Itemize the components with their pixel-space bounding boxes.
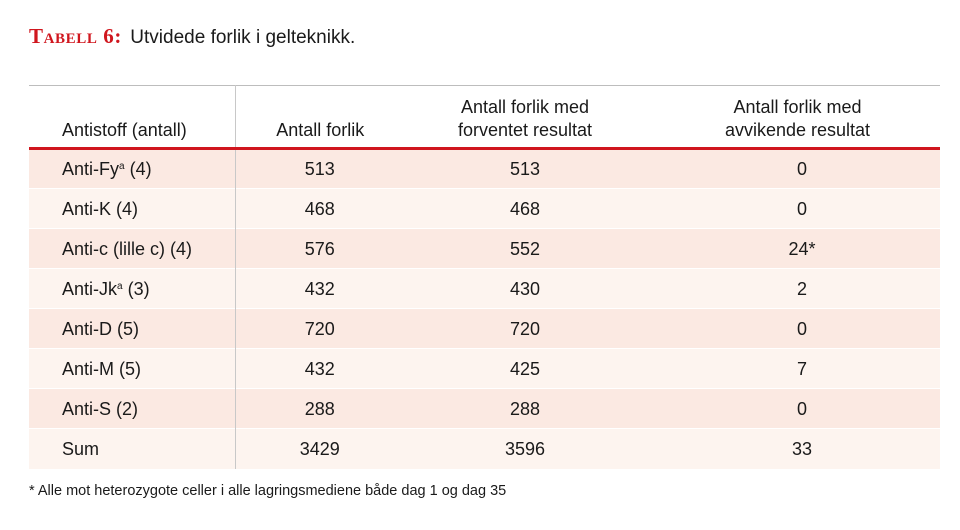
cell-antistoff: Anti-M (5) bbox=[29, 348, 236, 389]
cell-avvikende: 0 bbox=[655, 188, 940, 229]
cell-antall-forlik: 720 bbox=[235, 308, 395, 349]
cell-antall-forlik: 513 bbox=[235, 148, 395, 189]
antistoff-count: (4) bbox=[129, 159, 152, 179]
antistoff-superscript: a bbox=[117, 280, 123, 292]
table-row: Sum 3429 3596 33 bbox=[29, 428, 940, 469]
table-row: Anti-K (4) 468 468 0 bbox=[29, 188, 940, 229]
cell-avvikende: 0 bbox=[655, 148, 940, 189]
cell-antall-forlik: 3429 bbox=[235, 428, 395, 469]
header-antall-forlik: Antall forlik bbox=[235, 85, 395, 150]
caption-text: Utvidede forlik i gelteknikk. bbox=[130, 27, 356, 48]
antistoff-count: (4) bbox=[116, 198, 139, 219]
table-row: Anti-D (5) 720 720 0 bbox=[29, 308, 940, 349]
cell-forventet: 552 bbox=[395, 228, 655, 269]
antistoff-count: (5) bbox=[117, 318, 140, 339]
header-forventet: Antall forlik med forventet resultat bbox=[395, 85, 655, 150]
header-antistoff: Antistoff (antall) bbox=[29, 85, 236, 150]
cell-avvikende: 24* bbox=[655, 228, 940, 269]
header-forventet-line1: Antall forlik med bbox=[460, 97, 590, 117]
cell-forventet: 288 bbox=[395, 388, 655, 429]
header-forventet-line2: forventet resultat bbox=[457, 120, 593, 140]
cell-antall-forlik: 576 bbox=[235, 228, 395, 269]
cell-forventet: 468 bbox=[395, 188, 655, 229]
cell-antistoff: Anti-S (2) bbox=[29, 388, 236, 429]
cell-forventet: 425 bbox=[395, 348, 655, 389]
cell-antistoff: Anti-c (lille c) (4) bbox=[29, 228, 236, 269]
antistoff-name: Anti-c (lille c) bbox=[62, 238, 166, 259]
antistoff-superscript: a bbox=[119, 161, 125, 172]
header-avvikende-line2: avvikende resultat bbox=[724, 120, 871, 140]
cell-antall-forlik: 432 bbox=[235, 268, 395, 309]
antistoff-count: (5) bbox=[119, 358, 142, 379]
antistoff-name: Anti-Jk bbox=[62, 278, 118, 299]
cell-antall-forlik: 468 bbox=[235, 188, 395, 229]
table-row: Anti-c (lille c) (4) 576 552 24* bbox=[29, 228, 940, 269]
antistoff-name: Sum bbox=[62, 438, 100, 459]
cell-antistoff: Anti-Fya (4) bbox=[29, 148, 236, 189]
header-avvikende: Antall forlik med avvikende resultat bbox=[655, 85, 940, 150]
cell-avvikende: 7 bbox=[655, 348, 940, 389]
antistoff-name: Anti-S bbox=[62, 398, 112, 419]
antistoff-name: Anti-M bbox=[62, 358, 115, 379]
table-body: Anti-Fya (4) 513 513 0 Anti-K (4) 468 468 0 Anti… bbox=[29, 148, 940, 469]
cell-avvikende: 2 bbox=[655, 268, 940, 309]
table-row: Anti-Jka (3) 432 430 2 bbox=[29, 268, 940, 309]
antistoff-name: Anti-Fy bbox=[62, 159, 120, 179]
table-row: Anti-M (5) 432 425 7 bbox=[29, 348, 940, 389]
header-avvikende-line1: Antall forlik med bbox=[733, 97, 862, 117]
cell-antistoff: Anti-K (4) bbox=[29, 188, 236, 229]
antistoff-count: (3) bbox=[127, 278, 150, 299]
table-caption: Tabell 6: Utvidede forlik i gelteknikk. bbox=[29, 24, 355, 50]
cell-antistoff: Anti-D (5) bbox=[29, 308, 236, 349]
footnote: * Alle mot heterozygote celler i alle la… bbox=[29, 483, 507, 499]
cell-avvikende: 0 bbox=[655, 388, 940, 429]
cell-antall-forlik: 288 bbox=[235, 388, 395, 429]
cell-avvikende: 33 bbox=[655, 428, 940, 469]
table-row: Anti-Fya (4) 513 513 0 bbox=[29, 148, 940, 189]
caption-label: Tabell 6: bbox=[29, 24, 123, 48]
antistoff-count: (2) bbox=[116, 398, 139, 419]
cell-antall-forlik: 432 bbox=[235, 348, 395, 389]
antistoff-count: (4) bbox=[170, 238, 193, 259]
cell-avvikende: 0 bbox=[655, 308, 940, 349]
cell-forventet: 513 bbox=[395, 148, 655, 189]
cell-forventet: 720 bbox=[395, 308, 655, 349]
cell-forventet: 430 bbox=[395, 268, 655, 309]
comparison-table: Antistoff (antall) Antall forlik Antall … bbox=[29, 85, 940, 469]
table-row: Anti-S (2) 288 288 0 bbox=[29, 388, 940, 429]
antistoff-name: Anti-D bbox=[62, 318, 113, 339]
cell-antistoff: Anti-Jka (3) bbox=[29, 268, 236, 309]
header-row: Antistoff (antall) Antall forlik Antall … bbox=[29, 85, 940, 150]
cell-antistoff: Sum bbox=[29, 428, 236, 469]
cell-forventet: 3596 bbox=[395, 428, 655, 469]
antistoff-name: Anti-K bbox=[62, 198, 112, 219]
